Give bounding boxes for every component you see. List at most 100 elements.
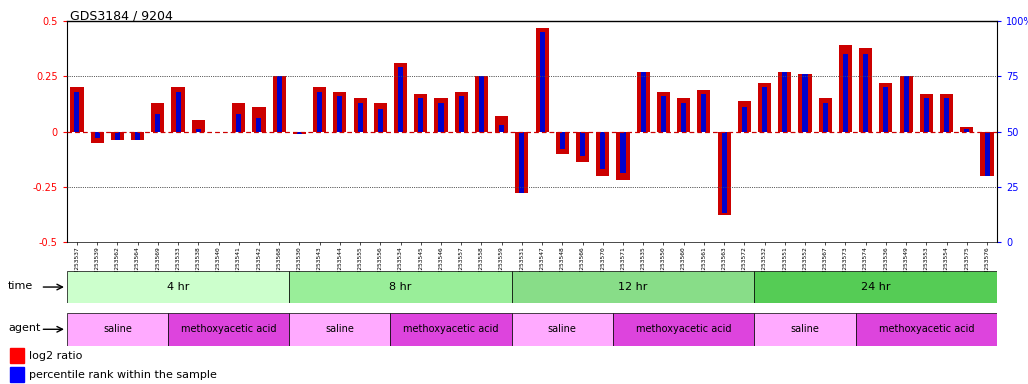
Bar xyxy=(289,313,391,346)
Bar xyxy=(391,313,512,346)
Text: log2 ratio: log2 ratio xyxy=(29,351,82,361)
Text: agent: agent xyxy=(8,323,40,333)
Text: GDS3184 / 9204: GDS3184 / 9204 xyxy=(70,10,173,23)
Text: saline: saline xyxy=(326,324,355,334)
Bar xyxy=(556,132,568,154)
Bar xyxy=(701,94,706,132)
Bar xyxy=(985,132,990,176)
Bar xyxy=(155,114,160,132)
Bar xyxy=(374,103,387,132)
Bar xyxy=(439,103,443,132)
Bar xyxy=(742,107,747,132)
Bar xyxy=(253,107,265,132)
Bar xyxy=(515,132,528,194)
Bar xyxy=(293,132,306,134)
Bar xyxy=(398,68,403,132)
Bar xyxy=(540,32,545,132)
Text: saline: saline xyxy=(548,324,577,334)
Bar xyxy=(981,132,994,176)
Bar xyxy=(314,88,326,132)
Bar xyxy=(560,132,564,149)
Bar xyxy=(722,132,727,213)
Bar xyxy=(256,118,261,132)
Bar xyxy=(191,121,205,132)
Bar xyxy=(621,132,625,174)
Bar xyxy=(900,76,913,132)
Bar xyxy=(940,94,953,132)
Bar xyxy=(414,94,428,132)
Bar xyxy=(67,313,168,346)
Bar xyxy=(272,76,286,132)
Bar xyxy=(377,109,382,132)
Bar xyxy=(277,76,282,132)
Bar xyxy=(883,88,888,132)
Bar xyxy=(762,88,767,132)
Text: methoxyacetic acid: methoxyacetic acid xyxy=(636,324,732,334)
Bar xyxy=(500,125,504,132)
Bar xyxy=(454,92,468,132)
Bar xyxy=(879,83,892,132)
Bar xyxy=(394,63,407,132)
Text: 4 hr: 4 hr xyxy=(167,282,189,292)
Bar xyxy=(682,103,687,132)
Bar xyxy=(236,114,242,132)
Bar xyxy=(317,92,322,132)
Bar xyxy=(855,313,997,346)
Bar xyxy=(172,88,185,132)
Bar xyxy=(600,132,605,169)
Bar xyxy=(512,271,755,303)
Bar xyxy=(195,129,200,132)
Bar xyxy=(10,348,24,363)
Bar xyxy=(70,88,83,132)
Bar xyxy=(435,98,447,132)
Bar xyxy=(495,116,508,132)
Text: 24 hr: 24 hr xyxy=(861,282,890,292)
Bar xyxy=(596,132,610,176)
Bar xyxy=(738,101,750,132)
Bar xyxy=(115,132,120,141)
Text: methoxyacetic acid: methoxyacetic acid xyxy=(181,324,277,334)
Bar xyxy=(964,129,969,132)
Bar xyxy=(74,92,79,132)
Bar xyxy=(10,367,24,382)
Bar xyxy=(358,103,363,132)
Bar xyxy=(354,98,367,132)
Bar xyxy=(333,92,346,132)
Text: 8 hr: 8 hr xyxy=(390,282,412,292)
Bar xyxy=(839,45,852,132)
Text: 12 hr: 12 hr xyxy=(619,282,648,292)
Bar xyxy=(755,271,997,303)
Bar xyxy=(176,92,181,132)
Bar xyxy=(613,313,755,346)
Bar xyxy=(580,132,585,156)
Bar xyxy=(960,127,974,132)
Bar xyxy=(111,132,124,141)
Bar xyxy=(799,74,811,132)
Bar xyxy=(718,132,731,215)
Bar xyxy=(151,103,164,132)
Bar xyxy=(818,98,832,132)
Bar xyxy=(864,54,869,132)
Bar xyxy=(576,132,589,162)
Bar xyxy=(636,72,650,132)
Bar xyxy=(640,72,646,132)
Bar xyxy=(289,271,512,303)
Text: methoxyacetic acid: methoxyacetic acid xyxy=(879,324,975,334)
Bar xyxy=(657,92,670,132)
Text: saline: saline xyxy=(791,324,819,334)
Bar xyxy=(755,313,855,346)
Bar xyxy=(90,132,104,142)
Bar xyxy=(458,96,464,132)
Bar xyxy=(782,72,787,132)
Bar xyxy=(778,72,792,132)
Bar xyxy=(920,94,933,132)
Bar xyxy=(859,48,873,132)
Text: methoxyacetic acid: methoxyacetic acid xyxy=(403,324,499,334)
Bar xyxy=(512,313,613,346)
Text: percentile rank within the sample: percentile rank within the sample xyxy=(29,370,217,380)
Bar xyxy=(843,54,848,132)
Text: saline: saline xyxy=(103,324,132,334)
Bar xyxy=(536,28,549,132)
Bar xyxy=(803,74,808,132)
Bar xyxy=(944,98,949,132)
